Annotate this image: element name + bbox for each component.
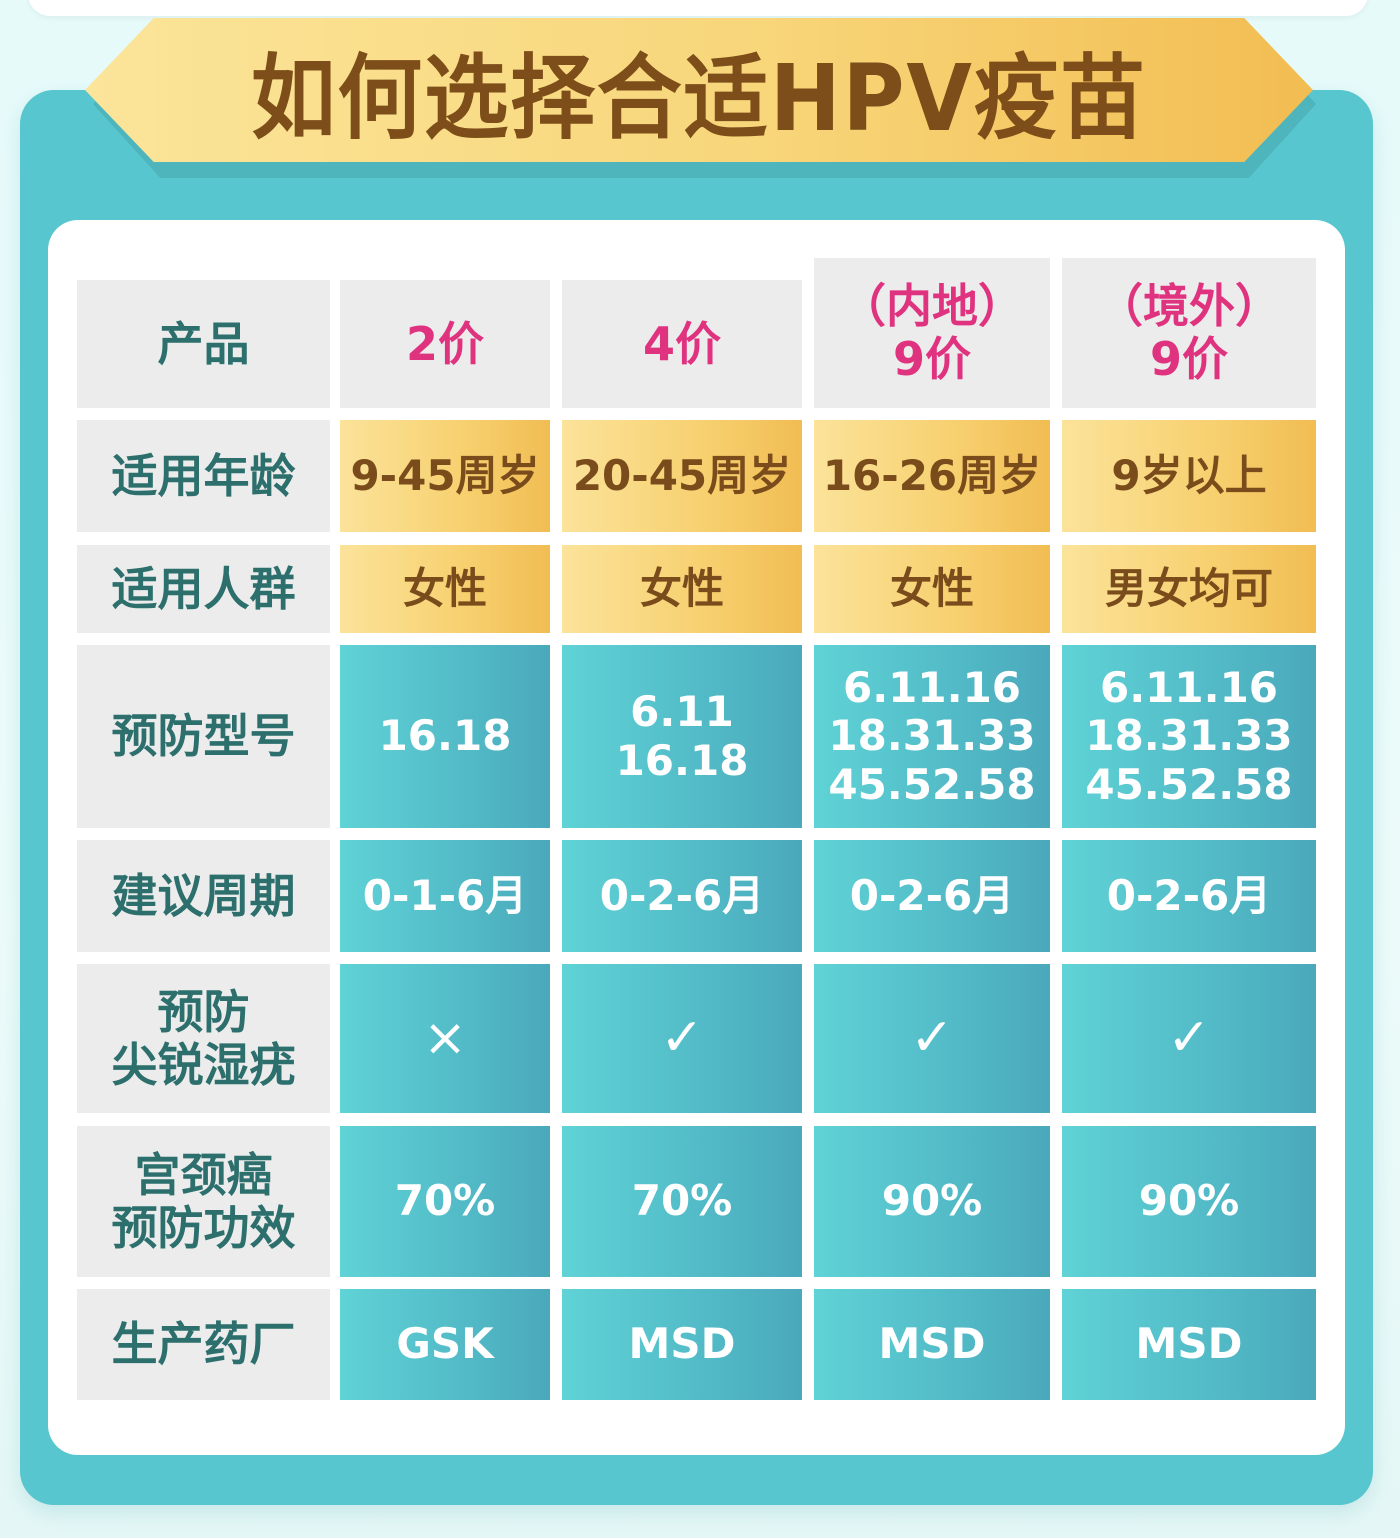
cell-text: 男女均可 [1104, 563, 1273, 613]
row-label-text: 适用年龄 [111, 448, 296, 503]
column-header-text: 9价 [1149, 332, 1228, 386]
row-label-text: 适用人群 [111, 561, 296, 616]
column-header-4-valent: 4价 [562, 280, 802, 408]
cell-population-9v-overseas: 男女均可 [1062, 545, 1316, 633]
cell-text: MSD [628, 1319, 736, 1369]
cell-manufacturer-9v-mainland: MSD [814, 1289, 1050, 1400]
cell-age-4v: 20-45周岁 [562, 420, 802, 532]
cell-text: 女性 [639, 563, 724, 613]
cell-age-9v-mainland: 16-26周岁 [814, 420, 1050, 532]
cell-text: 0-1-6月 [362, 870, 528, 920]
cell-efficacy-2v: 70% [340, 1126, 550, 1277]
cell-schedule-4v: 0-2-6月 [562, 840, 802, 952]
cell-manufacturer-9v-overseas: MSD [1062, 1289, 1316, 1400]
cell-age-9v-overseas: 9岁以上 [1062, 420, 1316, 532]
row-label-text: 预防型号 [111, 709, 296, 764]
cell-population-4v: 女性 [562, 545, 802, 633]
cell-text: 70% [631, 1176, 733, 1226]
cell-types-9v-overseas: 6.11.16 18.31.33 45.52.58 [1062, 645, 1316, 828]
cell-text: 0-2-6月 [849, 870, 1015, 920]
row-label-manufacturer: 生产药厂 [77, 1289, 330, 1400]
row-label-text: 宫颈癌 [134, 1147, 273, 1202]
cross-icon: × [423, 1007, 467, 1068]
column-header-9-valent-overseas: （境外） 9价 [1062, 258, 1316, 408]
cell-text: 6.11 [630, 687, 734, 737]
top-strip [28, 0, 1368, 16]
cell-text: 18.31.33 [828, 711, 1036, 761]
header-label-product: 产品 [77, 280, 330, 408]
page-title: 如何选择合适HPV疫苗 [251, 44, 1147, 152]
cell-text: 90% [1138, 1176, 1240, 1226]
cell-text: 6.11.16 [1099, 663, 1279, 713]
cell-text: 20-45周岁 [572, 450, 792, 500]
cell-text: 70% [394, 1176, 496, 1226]
cell-text: 16.18 [378, 711, 512, 761]
row-label-schedule: 建议周期 [77, 840, 330, 952]
row-label-text: 预防 [157, 984, 250, 1039]
column-header-9-valent-mainland: （内地） 9价 [814, 258, 1050, 408]
row-label-text: 建议周期 [111, 868, 296, 923]
row-label-text: 生产药厂 [111, 1317, 296, 1372]
row-label-population: 适用人群 [77, 545, 330, 633]
row-label-text: 尖锐湿疣 [111, 1037, 296, 1092]
column-header-text: 2价 [405, 316, 484, 371]
cell-text: MSD [878, 1319, 986, 1369]
row-label-age: 适用年龄 [77, 420, 330, 532]
cell-age-2v: 9-45周岁 [340, 420, 550, 532]
cell-manufacturer-2v: GSK [340, 1289, 550, 1400]
cell-text: 16-26周岁 [822, 450, 1042, 500]
row-label-types: 预防型号 [77, 645, 330, 828]
cell-warts-9v-mainland: ✓ [814, 964, 1050, 1113]
cell-text: 6.11.16 [842, 663, 1022, 713]
row-label-warts: 预防 尖锐湿疣 [77, 964, 330, 1113]
row-label-efficacy: 宫颈癌 预防功效 [77, 1126, 330, 1277]
cell-types-2v: 16.18 [340, 645, 550, 828]
cell-text: MSD [1135, 1319, 1243, 1369]
cell-text: 18.31.33 [1085, 711, 1293, 761]
cell-text: GSK [396, 1319, 494, 1369]
cell-text: 0-2-6月 [1106, 870, 1272, 920]
row-label-text: 预防功效 [111, 1200, 296, 1255]
cell-population-2v: 女性 [340, 545, 550, 633]
check-icon: ✓ [1167, 1007, 1211, 1068]
column-header-text: 9价 [892, 332, 971, 386]
cell-schedule-9v-mainland: 0-2-6月 [814, 840, 1050, 952]
cell-text: 16.18 [615, 735, 749, 785]
cell-types-9v-mainland: 6.11.16 18.31.33 45.52.58 [814, 645, 1050, 828]
cell-population-9v-mainland: 女性 [814, 545, 1050, 633]
cell-manufacturer-4v: MSD [562, 1289, 802, 1400]
cell-text: 45.52.58 [1085, 759, 1293, 809]
column-header-text: 4价 [642, 316, 721, 371]
column-header-text: （境外） [1097, 279, 1281, 334]
cell-efficacy-9v-mainland: 90% [814, 1126, 1050, 1277]
cell-text: 90% [881, 1176, 983, 1226]
cell-text: 9-45周岁 [350, 450, 540, 500]
header-label-text: 产品 [157, 316, 250, 371]
cell-text: 45.52.58 [828, 759, 1036, 809]
cell-warts-9v-overseas: ✓ [1062, 964, 1316, 1113]
cell-schedule-2v: 0-1-6月 [340, 840, 550, 952]
title-banner: 如何选择合适HPV疫苗 [85, 18, 1313, 162]
cell-text: 女性 [889, 563, 974, 613]
cell-efficacy-4v: 70% [562, 1126, 802, 1277]
check-icon: ✓ [660, 1007, 704, 1068]
cell-warts-4v: ✓ [562, 964, 802, 1113]
cell-types-4v: 6.11 16.18 [562, 645, 802, 828]
cell-text: 女性 [402, 563, 487, 613]
column-header-2-valent: 2价 [340, 280, 550, 408]
cell-text: 9岁以上 [1111, 450, 1267, 500]
column-header-text: （内地） [840, 279, 1024, 334]
check-icon: ✓ [910, 1007, 954, 1068]
cell-efficacy-9v-overseas: 90% [1062, 1126, 1316, 1277]
cell-schedule-9v-overseas: 0-2-6月 [1062, 840, 1316, 952]
cell-warts-2v: × [340, 964, 550, 1113]
cell-text: 0-2-6月 [599, 870, 765, 920]
